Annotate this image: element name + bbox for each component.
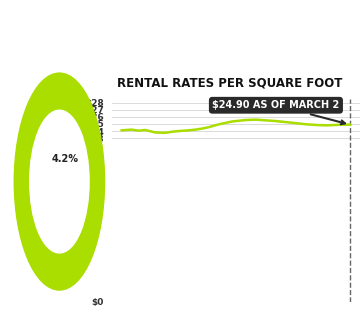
Text: 2019: 2019 [190, 311, 221, 321]
Text: RENTAL RATES PER SQUARE FOOT: RENTAL RATES PER SQUARE FOOT [117, 77, 342, 90]
Text: 2020: 2020 [257, 311, 288, 321]
Text: 2021: 2021 [334, 311, 360, 321]
Circle shape [14, 73, 104, 290]
Text: 4.2%: 4.2% [52, 154, 79, 164]
Text: 2018: 2018 [123, 311, 154, 321]
Circle shape [30, 110, 89, 253]
Text: $24.90 AS OF MARCH 2: $24.90 AS OF MARCH 2 [212, 100, 345, 124]
